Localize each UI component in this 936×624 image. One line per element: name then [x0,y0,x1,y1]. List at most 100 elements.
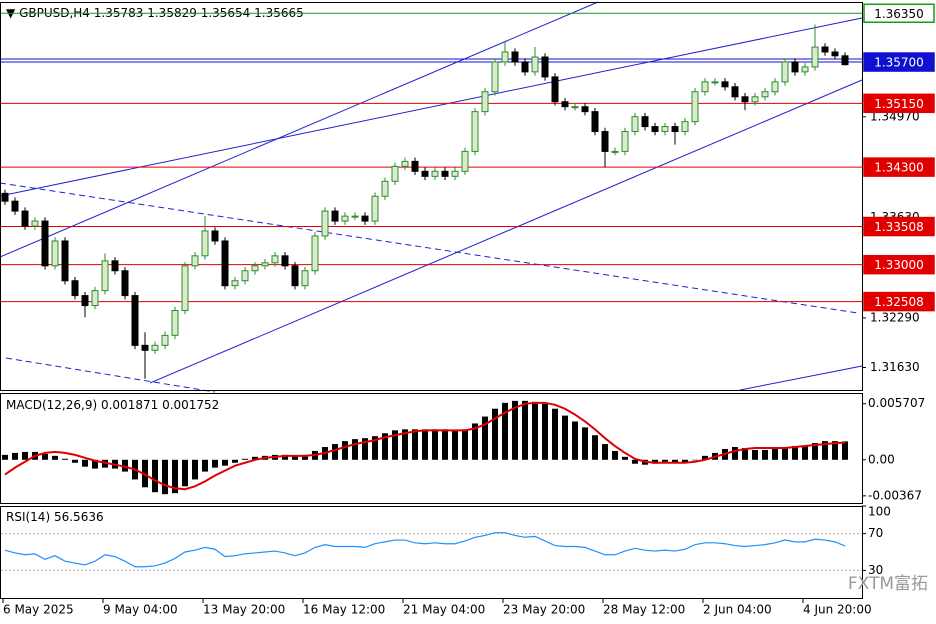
candle-body [231,280,239,287]
candle-body [771,81,779,93]
candle-body [721,81,729,88]
macd-bar [842,441,848,460]
candle-body [181,265,189,312]
macd-bar [592,435,598,460]
macd-bar [162,459,168,495]
signal-line [4,401,846,491]
macd-bar [762,449,768,460]
candle-body [381,180,389,197]
candle-body [261,262,269,267]
macd-bar [392,430,398,460]
level-label-box [863,52,935,72]
macd-bar [742,448,748,460]
candle-body [281,255,289,267]
macd-bar [552,408,558,460]
candle-body [591,111,599,133]
macd-bar [422,429,428,460]
level-label: 1.35150 [874,97,924,111]
macd-bar [212,459,218,468]
macd-bar [22,451,28,460]
macd-header: MACD(12,26,9) 0.001871 0.001752 [6,398,219,412]
macd-bar [152,459,158,493]
candle-body [731,86,739,98]
macd-bar [502,402,508,460]
rsi-y-tick-label: 70 [868,526,883,540]
macd-bar [472,423,478,460]
channel-line [0,17,863,197]
channel-line [149,79,863,384]
candle-body [671,126,679,133]
candle-body [601,131,609,152]
candle-body [141,344,149,351]
level-label: 1.35700 [874,56,924,70]
macd-y-tick-label: -0.00367 [868,488,922,502]
candle-body [411,160,419,172]
macd-bar [352,439,358,460]
last-low: 1.35654 [201,6,251,20]
candle-body [511,51,519,63]
candle-body [791,61,799,73]
header: ▼ GBPUSD,H4 1.35783 1.35829 1.35654 1.35… [6,6,304,20]
candle-body [321,210,329,237]
x-tick-label: 9 May 04:00 [103,603,178,617]
candle-body [291,265,299,287]
macd-bar [192,459,198,480]
signal-value: 0.001752 [162,398,219,412]
macd-bar [582,427,588,460]
level-label: 1.32508 [874,295,924,309]
macd-bar [2,454,8,460]
macd-bar [792,446,798,460]
candle-body [351,215,359,218]
macd-bar [572,421,578,460]
macd-bar [782,447,788,460]
macd-bar [242,458,248,460]
macd-name: MACD(12,26,9) [6,398,97,412]
macd-bar [562,415,568,460]
level-label-box [863,254,935,275]
macd-bar [812,443,818,460]
candle-body [61,240,69,282]
x-tick-label: 6 May 2025 [3,603,74,617]
rsi-value: 56.5636 [54,510,104,524]
level-label: 1.34300 [874,161,924,175]
rsi-y-tick-label: 30 [868,563,883,577]
candle-body [681,121,689,133]
macd-bar [172,459,178,494]
macd-bar [52,455,58,460]
level-label-box [863,157,935,177]
candle-body [801,66,809,73]
x-tick-label: 2 Jun 04:00 [703,603,772,617]
rsi-name: RSI(14) [6,510,50,524]
rsi-panel-frame [0,506,863,599]
macd-bar [62,458,68,460]
candle-body [401,160,409,167]
candle-body [761,91,769,98]
macd-bar [702,455,708,460]
macd-bar [182,459,188,487]
candle-body [391,165,399,182]
macd-bar [332,444,338,460]
candle-body [131,295,139,346]
candle-body [821,46,829,53]
level-label: 1.33000 [874,258,924,272]
candle-body [171,310,179,336]
macd-bar [542,403,548,460]
candle-body [71,280,79,297]
candle-body [491,61,499,93]
candle-body [531,56,539,73]
price-panel-frame [0,2,863,391]
channel-line [0,1,599,258]
level-label-box [863,3,935,24]
macd-bar [12,452,18,460]
x-tick-label: 23 May 20:00 [503,603,585,617]
last-close: 1.35665 [254,6,304,20]
macd-bar [432,429,438,460]
x-tick-label: 28 May 12:00 [603,603,685,617]
candle-body [471,111,479,152]
candle-body [551,76,559,103]
macd-bar [82,459,88,467]
macd-bar [732,447,738,460]
candle-body [421,170,429,177]
candle-body [111,260,119,272]
